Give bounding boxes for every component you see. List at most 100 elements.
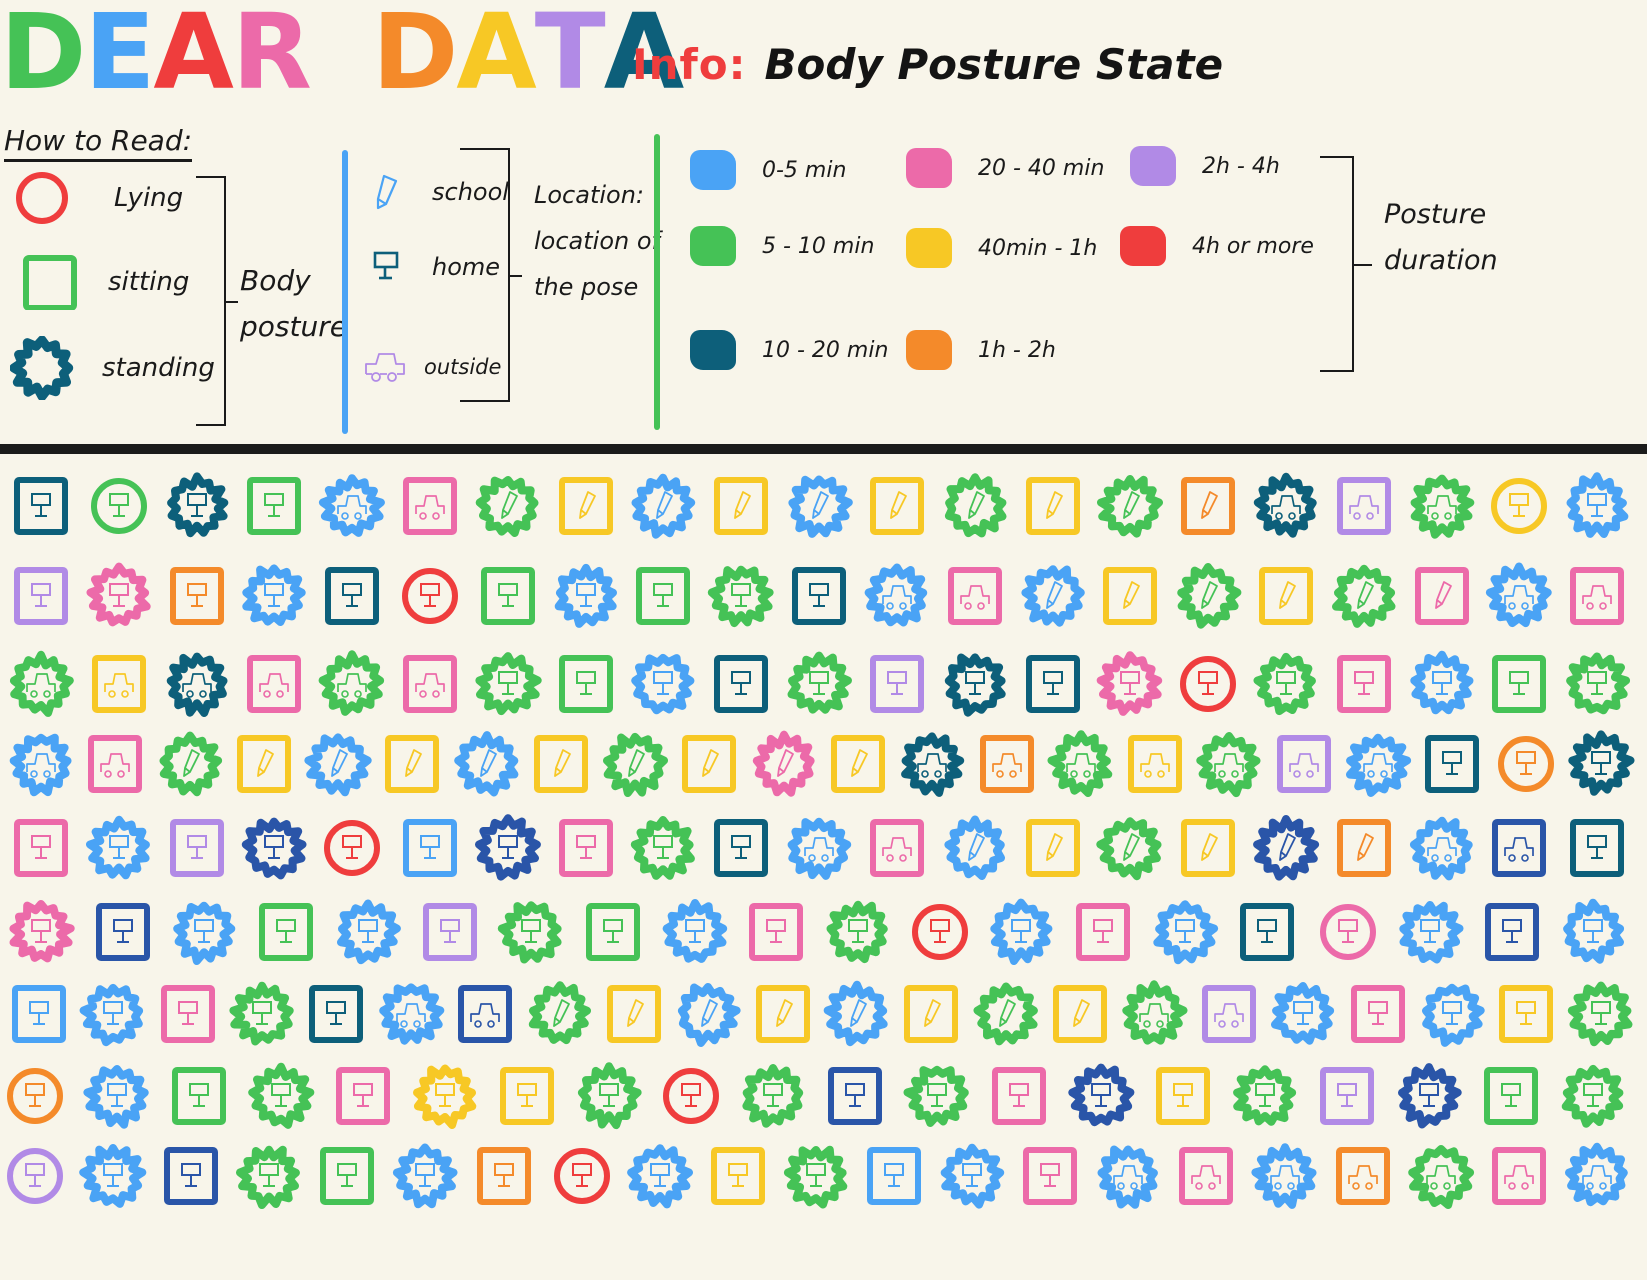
starburst-shape	[475, 476, 539, 537]
glyph-standing-outside	[1119, 978, 1189, 1050]
monitor-icon	[1587, 671, 1608, 695]
glyph-sitting-home	[1477, 896, 1547, 968]
monitor-icon	[684, 919, 705, 943]
starburst-shape	[973, 982, 1038, 1046]
color-swatch	[906, 228, 952, 268]
glyph-sitting-home	[1232, 896, 1302, 968]
monitor-icon	[1442, 751, 1463, 775]
glyph-row	[0, 560, 1647, 640]
glyph-standing-school	[1095, 470, 1165, 542]
starburst-shape	[1486, 562, 1553, 628]
glyph-row	[0, 1140, 1647, 1220]
glyph-standing-home	[6, 896, 76, 968]
glyph-lying-home	[84, 470, 154, 542]
starburst-shape	[79, 1144, 147, 1208]
glyph-sitting-school	[1018, 812, 1088, 884]
glyph-standing-home	[940, 648, 1010, 720]
glyph-sitting-home	[328, 1060, 398, 1132]
glyph-sitting-home	[551, 812, 621, 884]
glyph-standing-home	[1558, 896, 1628, 968]
color-swatch	[1120, 226, 1166, 266]
pencil-icon	[554, 749, 571, 777]
pencil-icon	[479, 749, 497, 777]
starburst-shape	[577, 1062, 642, 1130]
square-shape	[533, 735, 588, 793]
glyph-sitting-outside	[862, 812, 932, 884]
monitor-icon	[805, 1163, 826, 1187]
glyph-standing-outside	[1343, 728, 1413, 800]
starburst-shape	[304, 733, 372, 797]
divider-blue	[342, 150, 348, 434]
monitor-icon	[186, 583, 207, 607]
glyph-sitting-school	[551, 470, 621, 542]
square-shape	[1320, 1067, 1374, 1125]
glyph-standing-outside	[162, 648, 232, 720]
glyph-standing-outside	[1093, 1140, 1163, 1212]
glyph-standing-outside	[1407, 812, 1477, 884]
square-shape	[1023, 1147, 1078, 1205]
square-shape	[636, 567, 691, 625]
monitor-icon	[964, 671, 985, 695]
pencil-icon	[500, 491, 518, 519]
square-shape	[710, 1147, 765, 1205]
glyph-sitting-home	[1562, 812, 1632, 884]
glyph-standing-home	[84, 560, 154, 632]
car-icon	[365, 353, 405, 382]
glyph-sitting-home	[741, 896, 811, 968]
glyph-sitting-home	[88, 896, 158, 968]
starburst-icon	[10, 336, 74, 400]
glyph-row	[0, 812, 1647, 892]
square-shape	[1239, 903, 1294, 961]
glyph-lying-home	[905, 896, 975, 968]
glyph-sitting-home	[1068, 896, 1138, 968]
starburst-shape	[319, 474, 386, 537]
glyph-sitting-home	[4, 978, 74, 1050]
glyph-standing-outside	[1251, 470, 1321, 542]
pencil-icon	[850, 999, 867, 1027]
square-shape	[831, 735, 885, 793]
glyph-standing-home	[738, 1060, 808, 1132]
square-shape	[385, 735, 440, 793]
monitor-icon	[194, 919, 215, 943]
square-shape	[14, 567, 68, 625]
pencil-icon	[734, 491, 752, 519]
monitor-icon	[575, 583, 596, 607]
glyph-standing-home	[78, 978, 148, 1050]
square-shape	[12, 985, 66, 1043]
monitor-icon	[927, 1083, 947, 1107]
starburst-shape	[1566, 472, 1629, 538]
starburst-shape	[944, 473, 1007, 538]
monitor-icon	[264, 835, 285, 859]
car-icon	[1348, 495, 1379, 520]
color-swatch	[1130, 146, 1176, 186]
glyph-sitting-outside	[239, 648, 309, 720]
duration-label: 10 - 20 min	[762, 337, 889, 363]
starburst-shape	[787, 651, 853, 714]
glyph-standing-home	[473, 812, 543, 884]
glyph-standing-home	[1417, 978, 1487, 1050]
monitor-icon	[1516, 751, 1537, 775]
square-shape	[682, 735, 737, 793]
glyph-standing-home	[1395, 896, 1465, 968]
glyph-lying-home	[1313, 896, 1383, 968]
starburst-shape	[9, 900, 75, 963]
monitor-icon	[103, 1163, 124, 1187]
monitor-icon	[108, 583, 129, 607]
square-shape	[947, 567, 1002, 625]
glyph-sitting-outside	[940, 560, 1010, 632]
legend-label: sitting	[108, 267, 190, 297]
glyph-standing-home	[1251, 648, 1321, 720]
monitor-icon	[681, 1083, 701, 1107]
monitor-icon	[439, 919, 460, 943]
glyph-sitting-outside	[1484, 812, 1554, 884]
square-shape	[1336, 655, 1391, 713]
glyph-standing-school	[525, 978, 595, 1050]
square-shape	[500, 1067, 554, 1125]
circle-shape	[553, 1148, 610, 1204]
square-shape	[828, 1067, 882, 1125]
starburst-shape	[166, 472, 228, 538]
starburst-shape	[1407, 1145, 1474, 1209]
starburst-shape	[1568, 730, 1635, 796]
glyph-standing-school	[749, 728, 819, 800]
glyph-standing-home	[1562, 470, 1632, 542]
